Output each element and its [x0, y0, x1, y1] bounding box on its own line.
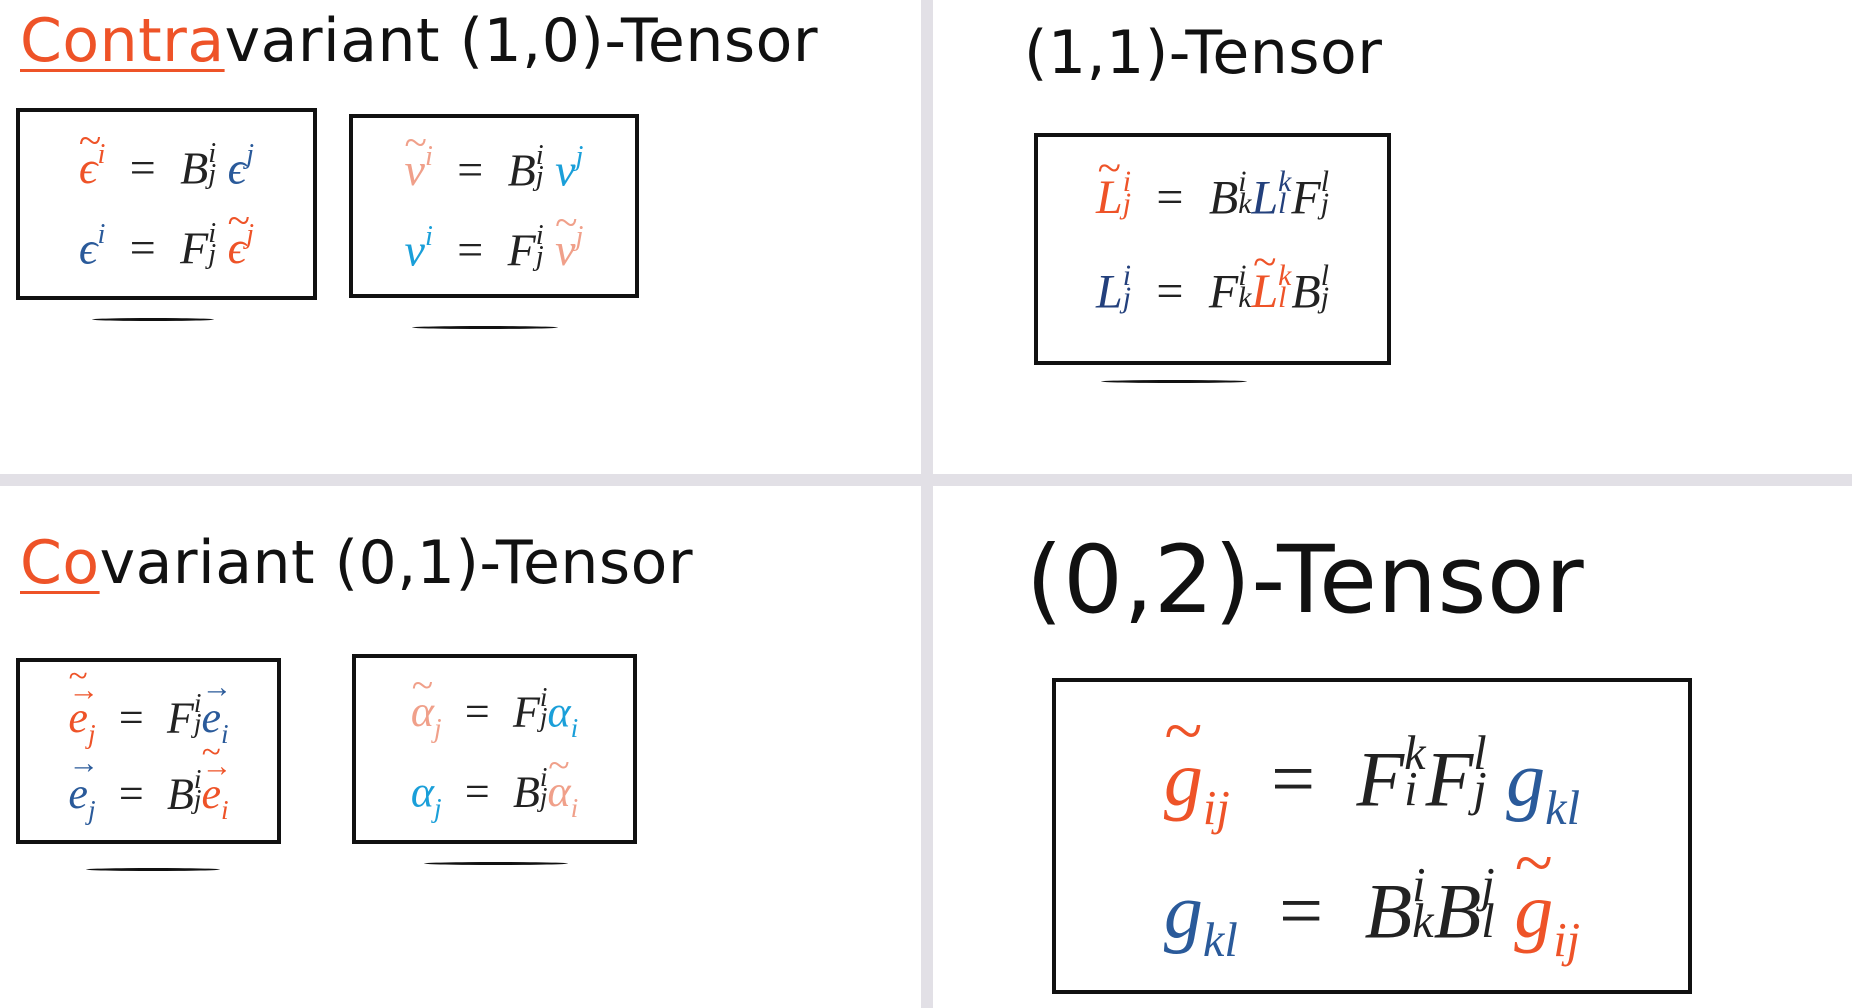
bilinear-tensor-title: (0,2)-Tensor	[1026, 526, 1585, 635]
contravariant-basis-eq1: ϵi = Bij ϵj	[20, 116, 313, 194]
covariant-basis-eq2: ej = Bijei	[20, 732, 277, 825]
epsilon-tilde: ϵ	[79, 116, 98, 194]
mixed-tensor-underline	[1101, 380, 1247, 383]
horizontal-divider	[0, 474, 1852, 486]
vertical-divider	[921, 0, 933, 1008]
contravariant-basis-box: ϵi = Bij ϵj ϵi = Fij ϵj	[16, 108, 317, 300]
covariant-title-highlight: Co	[20, 528, 100, 598]
covariant-title: Covariant (0,1)-Tensor	[20, 528, 693, 598]
covariant-basis-eq1: ej = Fijei	[20, 656, 277, 749]
contravariant-basis-eq2: ϵi = Fij ϵj	[20, 196, 313, 274]
covariant-covector-underline	[424, 862, 568, 865]
contravariant-basis-underline	[92, 318, 214, 321]
contravariant-vector-eq2: vi = Fij vj	[353, 198, 635, 276]
mixed-tensor-eq2: Lij = FikLklBlj	[1038, 238, 1387, 319]
covariant-basis-underline	[86, 868, 220, 871]
contravariant-title-rest: variant (1,0)-Tensor	[224, 6, 819, 76]
contravariant-title: Contravariant (1,0)-Tensor	[20, 6, 818, 76]
contravariant-title-highlight: Contra	[20, 6, 225, 76]
contravariant-vector-underline	[412, 326, 558, 329]
contravariant-vector-eq1: vi = Bij vj	[353, 118, 635, 196]
contravariant-vector-box: vi = Bij vj vi = Fij vj	[349, 114, 639, 298]
covariant-covector-eq2: αj = Bijαi	[356, 742, 633, 823]
covariant-title-rest: variant (0,1)-Tensor	[99, 528, 694, 598]
covariant-basis-box: ej = Fijei ej = Bijei	[16, 656, 281, 844]
mixed-tensor-title: (1,1)-Tensor	[1024, 18, 1383, 88]
